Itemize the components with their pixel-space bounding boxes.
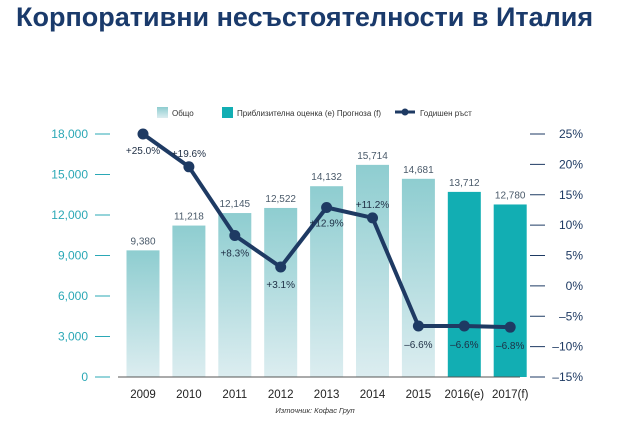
- right-axis-tick-label: 20%: [559, 157, 583, 171]
- bar-forecast: [493, 204, 527, 377]
- right-axis-tick-label: –15%: [552, 370, 583, 384]
- left-axis-tick-label: 12,000: [51, 208, 88, 222]
- right-axis-tick-label: 15%: [559, 188, 583, 202]
- legend-swatch-total: [157, 107, 168, 118]
- right-axis-tick-label: 25%: [559, 127, 583, 141]
- left-axis: 0 3,000 6,000 9,000 12,000 15,000 18,000: [51, 127, 110, 384]
- x-axis: 2009 2010 2011 2012 2013 2014 2015 2016(e) 2017(…: [118, 376, 529, 401]
- bar-forecast: [447, 191, 481, 377]
- chart-title: Корпоративни несъстоятелности в Италия: [16, 2, 594, 32]
- legend-swatch-forecast: [222, 107, 233, 118]
- x-axis-tick-label: 2015: [406, 389, 432, 401]
- bar-value-label: 14,132: [311, 172, 342, 183]
- legend-marker-growth: [401, 108, 409, 116]
- bar-value-label: 12,145: [220, 199, 251, 210]
- bar-total: [172, 225, 206, 377]
- growth-value-label: –6.6%: [450, 340, 478, 351]
- legend: Общо Приблизителна оценка (e) Прогноза (f…: [157, 107, 472, 118]
- x-axis-tick-label: 2013: [314, 389, 340, 401]
- growth-value-label: +11.2%: [356, 200, 390, 211]
- growth-value-label: +19.6%: [172, 149, 206, 160]
- left-axis-tick-label: 6,000: [58, 289, 88, 303]
- x-axis-tick-label: 2014: [360, 389, 386, 401]
- x-axis-tick-label: 2009: [130, 389, 156, 401]
- bar-value-labels: 9,380 11,218 12,145 12,522 14,132 15,714 14,68…: [130, 151, 525, 248]
- bar-total: [264, 207, 298, 377]
- growth-value-label: –6.6%: [404, 340, 432, 351]
- right-axis-tick-label: –5%: [559, 309, 583, 323]
- bar-total: [401, 178, 435, 377]
- growth-line: [137, 128, 516, 333]
- x-axis-tick-label: 2012: [268, 389, 294, 401]
- growth-value-label: +8.3%: [220, 248, 249, 259]
- growth-point: [229, 229, 241, 241]
- x-axis-tick-label: 2017(f): [492, 389, 529, 401]
- x-axis-tick-label: 2011: [222, 389, 247, 401]
- growth-point: [183, 161, 195, 173]
- source-note: Източник: Кофас Груп: [275, 406, 355, 415]
- bar-value-label: 12,522: [265, 194, 296, 205]
- x-axis-tick-label: 2016(e): [444, 389, 484, 401]
- left-axis-tick-label: 0: [81, 370, 88, 384]
- bar-value-label: 14,681: [403, 165, 434, 176]
- bar-value-label: 12,780: [495, 190, 526, 201]
- legend-label-forecast: Приблизителна оценка (e) Прогноза (f): [237, 109, 381, 118]
- left-axis-tick-label: 9,000: [58, 249, 88, 263]
- bar-value-label: 9,380: [130, 236, 155, 247]
- growth-point: [458, 320, 470, 332]
- x-axis-tick-label: 2010: [176, 389, 202, 401]
- growth-point: [137, 128, 149, 140]
- right-axis-tick-label: 10%: [559, 218, 583, 232]
- growth-value-label: +25.0%: [126, 146, 160, 157]
- legend-label-growth: Годишен ръст: [420, 109, 472, 118]
- bar-value-label: 11,218: [174, 212, 204, 223]
- bar-total: [310, 186, 344, 377]
- right-axis-tick-label: 5%: [566, 249, 584, 263]
- left-axis-tick-label: 3,000: [58, 330, 88, 344]
- growth-point: [412, 320, 424, 332]
- growth-value-label: –6.8%: [496, 341, 524, 352]
- right-axis-tick-label: 0%: [566, 279, 584, 293]
- growth-point: [367, 212, 378, 224]
- bar-value-label: 13,712: [449, 178, 480, 189]
- legend-label-total: Общо: [172, 109, 194, 118]
- growth-point: [504, 321, 516, 333]
- growth-point: [321, 202, 333, 214]
- growth-value-label: +12.9%: [309, 219, 343, 230]
- growth-labels: +25.0% +19.6% +8.3% +3.1% +12.9% +11.2% –6.6% –…: [126, 146, 525, 352]
- bars: [126, 164, 527, 377]
- growth-value-label: +3.1%: [266, 280, 295, 291]
- left-axis-tick-label: 15,000: [51, 168, 88, 182]
- bar-total: [356, 164, 389, 377]
- right-axis-tick-label: –10%: [552, 340, 583, 354]
- bar-value-label: 15,714: [357, 151, 388, 162]
- left-axis-tick-label: 18,000: [51, 127, 88, 141]
- right-axis: –15% –10% –5% 0% 5% 10% 15% 20% 25%: [530, 127, 583, 384]
- growth-point: [275, 261, 287, 273]
- bar-total: [126, 250, 160, 377]
